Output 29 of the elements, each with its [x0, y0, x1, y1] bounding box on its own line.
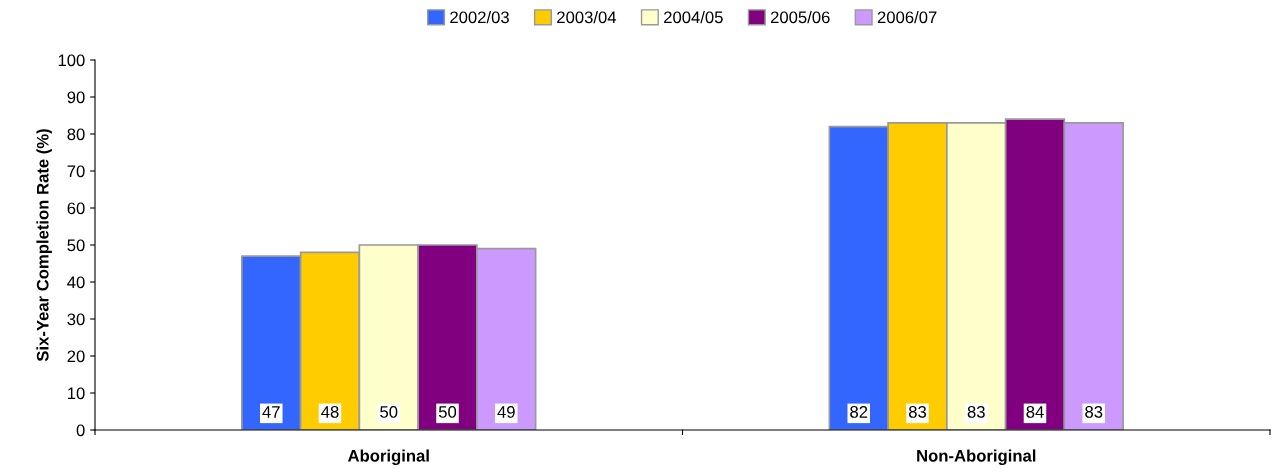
data-label: 50	[380, 406, 398, 418]
legend-label: 2005/06	[770, 10, 830, 24]
y-axis-title: Six-Year Completion Rate (%)	[36, 129, 52, 362]
data-label: 49	[497, 406, 515, 418]
data-label: 83	[1085, 406, 1103, 418]
y-tick-label: 100	[58, 54, 85, 67]
x-tick-label: Non-Aboriginal	[917, 449, 1036, 466]
y-tick-label: 70	[67, 165, 85, 178]
y-tick-label: 80	[67, 128, 85, 141]
data-label: 82	[850, 406, 868, 418]
y-tick-label: 60	[67, 202, 85, 215]
y-tick-label: 40	[67, 276, 85, 289]
legend-label: 2003/04	[557, 10, 617, 24]
data-label: 48	[321, 406, 339, 418]
y-tick-label: 10	[68, 387, 85, 400]
y-tick-label: 90	[67, 91, 85, 104]
legend-label: 2004/05	[664, 10, 723, 24]
y-tick-label: 30	[67, 313, 85, 326]
legend-label: 2006/07	[877, 10, 937, 24]
y-tick-label: 50	[67, 239, 85, 252]
data-label: 83	[908, 406, 927, 418]
data-label: 47	[262, 406, 280, 418]
data-label: 83	[967, 406, 985, 418]
y-tick-label: 0	[76, 424, 85, 437]
data-label: 84	[1026, 406, 1044, 418]
x-tick-label: Aboriginal	[347, 449, 429, 466]
y-tick-label: 20	[67, 350, 85, 363]
data-label: 50	[438, 406, 457, 418]
legend-label: 2002/03	[450, 10, 509, 24]
